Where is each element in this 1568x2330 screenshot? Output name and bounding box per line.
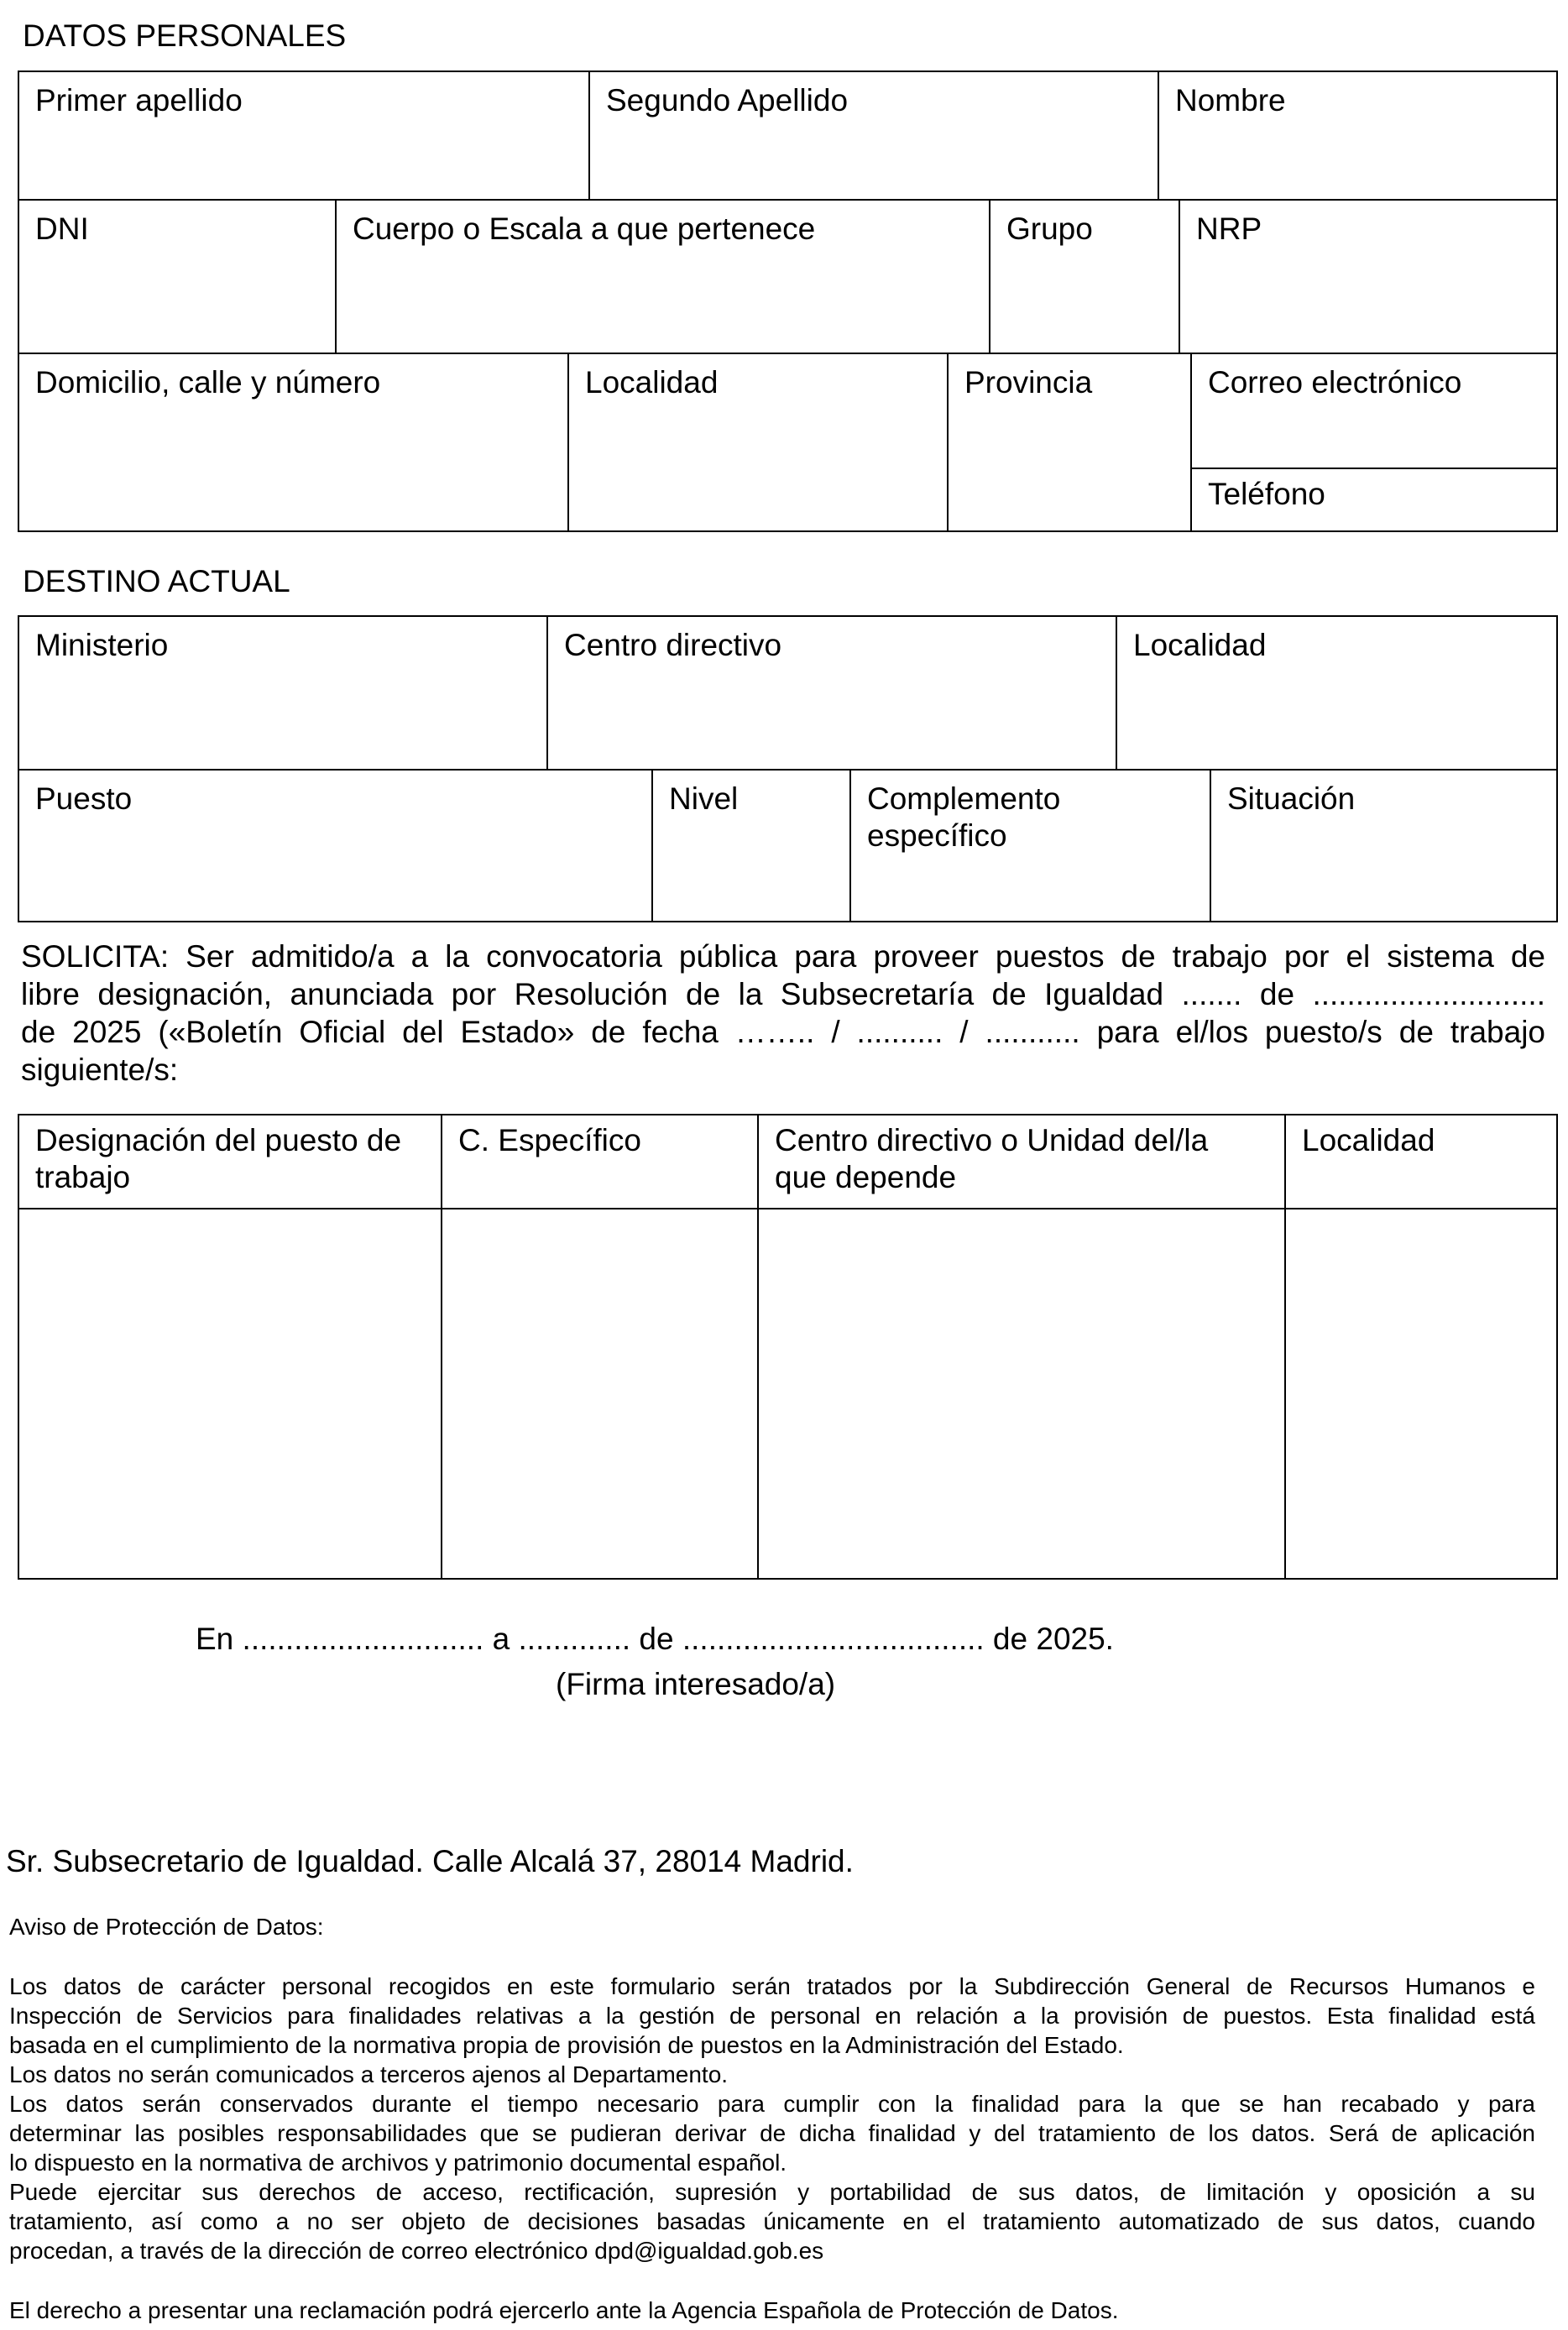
field-label: Teléfono: [1208, 477, 1325, 511]
solicita-line: libre designación, anunciada por Resoluc…: [21, 977, 1545, 1011]
section-heading-datos-personales: DATOS PERSONALES: [23, 18, 347, 53]
solicita-line: SOLICITA: Ser admitido/a a la convocator…: [21, 939, 1545, 974]
field-nivel[interactable]: Nivel: [651, 769, 851, 922]
field-label: Correo electrónico: [1208, 365, 1462, 400]
input-designacion[interactable]: [18, 1208, 442, 1580]
field-dni[interactable]: DNI: [18, 199, 337, 354]
notice-line: Puede ejercitar sus derechos de acceso, …: [9, 2179, 1535, 2205]
field-label: Localidad: [1133, 628, 1267, 662]
input-centro-directivo[interactable]: [757, 1208, 1286, 1580]
header-designacion: Designación del puesto de trabajo: [18, 1114, 442, 1209]
field-complemento-especifico[interactable]: Complemento específico: [849, 769, 1211, 922]
field-label: Ministerio: [35, 628, 169, 662]
field-ministerio[interactable]: Ministerio: [18, 615, 548, 771]
notice-line: tratamiento, así como a no ser objeto de…: [9, 2208, 1535, 2234]
section-heading-destino-actual: DESTINO ACTUAL: [23, 564, 290, 598]
field-localidad[interactable]: Localidad: [567, 353, 949, 532]
notice-line: basada en el cumplimiento de la normativ…: [9, 2032, 1124, 2058]
column-header: Localidad: [1302, 1123, 1435, 1157]
field-label: Nivel: [669, 781, 739, 816]
solicita-line: siguiente/s:: [21, 1053, 179, 1087]
field-centro-directivo[interactable]: Centro directivo: [546, 615, 1117, 771]
field-primer-apellido[interactable]: Primer apellido: [18, 71, 590, 201]
field-correo-electronico[interactable]: Correo electrónico: [1190, 353, 1558, 469]
column-header: Centro directivo o Unidad del/la que dep…: [775, 1123, 1209, 1194]
field-label: Domicilio, calle y número: [35, 365, 381, 400]
column-header: C. Específico: [458, 1123, 641, 1157]
notice-final: El derecho a presentar una reclamación p…: [9, 2297, 1119, 2323]
field-label: Nombre: [1175, 83, 1286, 118]
field-cuerpo-escala[interactable]: Cuerpo o Escala a que pertenece: [335, 199, 990, 354]
notice-title: Aviso de Protección de Datos:: [9, 1914, 324, 1940]
date-line: En ............................ a ......…: [196, 1622, 1114, 1656]
field-label: Puesto: [35, 781, 133, 816]
input-c-especifico[interactable]: [441, 1208, 759, 1580]
solicita-line: de 2025 («Boletín Oficial del Estado» de…: [21, 1015, 1545, 1049]
field-nombre[interactable]: Nombre: [1158, 71, 1558, 201]
signature-label: (Firma interesado/a): [556, 1667, 836, 1701]
notice-line: Los datos serán conservados durante el t…: [9, 2091, 1535, 2117]
input-localidad[interactable]: [1284, 1208, 1558, 1580]
notice-line: Los datos de carácter personal recogidos…: [9, 1973, 1535, 1999]
notice-line: procedan, a través de la dirección de co…: [9, 2238, 824, 2264]
field-label: DNI: [35, 212, 89, 246]
header-centro-directivo: Centro directivo o Unidad del/la que dep…: [757, 1114, 1286, 1209]
column-header: Designación del puesto de trabajo: [35, 1123, 402, 1194]
recipient-address: Sr. Subsecretario de Igualdad. Calle Alc…: [6, 1844, 854, 1878]
field-label: Cuerpo o Escala a que pertenece: [353, 212, 816, 246]
field-label: Primer apellido: [35, 83, 243, 118]
field-provincia[interactable]: Provincia: [947, 353, 1192, 532]
notice-line: determinar las posibles responsabilidade…: [9, 2120, 1535, 2146]
field-label: Provincia: [964, 365, 1093, 400]
field-nrp[interactable]: NRP: [1179, 199, 1558, 354]
field-label: Complemento específico: [867, 781, 1061, 853]
field-label: Grupo: [1006, 212, 1093, 246]
field-puesto[interactable]: Puesto: [18, 769, 653, 922]
field-label: Segundo Apellido: [606, 83, 849, 118]
field-grupo[interactable]: Grupo: [989, 199, 1180, 354]
notice-line: lo dispuesto en la normativa de archivos…: [9, 2150, 787, 2176]
field-label: Centro directivo: [564, 628, 782, 662]
field-label: Situación: [1227, 781, 1356, 816]
notice-line: Los datos no serán comunicados a tercero…: [9, 2061, 729, 2087]
header-localidad: Localidad: [1284, 1114, 1558, 1209]
field-label: Localidad: [585, 365, 719, 400]
notice-line: Inspección de Servicios para finalidades…: [9, 2003, 1535, 2029]
field-label: NRP: [1196, 212, 1262, 246]
field-segundo-apellido[interactable]: Segundo Apellido: [588, 71, 1159, 201]
field-telefono[interactable]: Teléfono: [1190, 468, 1558, 532]
field-domicilio[interactable]: Domicilio, calle y número: [18, 353, 569, 532]
header-c-especifico: C. Específico: [441, 1114, 759, 1209]
field-localidad-destino[interactable]: Localidad: [1116, 615, 1558, 771]
field-situacion[interactable]: Situación: [1210, 769, 1558, 922]
